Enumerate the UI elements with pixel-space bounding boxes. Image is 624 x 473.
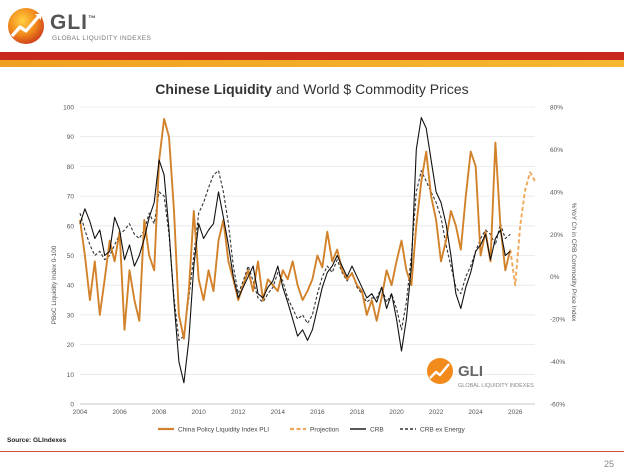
header: GLI™ GLOBAL LIQUIDITY INDEXES	[0, 0, 624, 52]
right-axis-label: %YoY Ch in CRB Commodity Price Index	[570, 203, 577, 323]
right-tick-label: -60%	[550, 402, 565, 409]
left-axis-label: PBoC Liquidity Index 0-100	[51, 245, 58, 324]
x-tick-label: 2014	[271, 409, 286, 416]
legend-label: China Policy Liquidity Index PLI	[178, 427, 269, 434]
watermark-logo: GLI GLOBAL LIQUIDITY INDEXES	[427, 358, 534, 389]
x-axis-ticks: 2004 2006 2008 2010 2012 2014 2016 2018 2020 2022…	[73, 409, 523, 416]
legend: China Policy Liquidity Index PLI Projecti…	[158, 427, 466, 434]
left-tick-label: 80	[67, 164, 75, 171]
left-tick-label: 40	[67, 283, 75, 290]
x-tick-label: 2010	[191, 409, 206, 416]
legend-label: Projection	[310, 427, 339, 434]
series-line-crb	[79, 117, 511, 384]
right-tick-label: 40%	[550, 189, 563, 196]
legend-label: CRB	[370, 427, 384, 434]
left-tick-label: 20	[67, 342, 75, 349]
brand-name: GLI™	[50, 11, 97, 34]
left-tick-label: 50	[67, 253, 75, 260]
chart-title: Chinese Liquidity and World $ Commodity P…	[155, 81, 468, 97]
chart: Chinese Liquidity and World $ Commodity P…	[51, 81, 577, 434]
left-tick-label: 70	[67, 194, 75, 201]
x-tick-label: 2026	[508, 409, 523, 416]
x-tick-label: 2016	[310, 409, 325, 416]
series-line-china-policy-liquidity-index-pli	[79, 117, 512, 340]
series-line-projection	[509, 171, 536, 287]
watermark-brand-subtitle: GLOBAL LIQUIDITY INDEXES	[458, 383, 534, 389]
watermark-brand-name: GLI	[458, 363, 483, 380]
left-tick-label: 10	[67, 372, 75, 379]
x-tick-label: 2020	[389, 409, 404, 416]
header-orange-bar	[0, 60, 624, 67]
series-group	[79, 117, 536, 384]
brand-subtitle: GLOBAL LIQUIDITY INDEXES	[52, 35, 152, 42]
footer-rule	[0, 451, 624, 452]
header-red-bar	[0, 52, 624, 60]
right-tick-label: 0%	[550, 274, 560, 281]
left-tick-label: 90	[67, 134, 75, 141]
right-tick-label: -20%	[550, 317, 565, 324]
x-tick-label: 2018	[350, 409, 365, 416]
source-note: Source: GLIndexes	[7, 437, 67, 444]
x-tick-label: 2022	[429, 409, 444, 416]
chart-title-bold: Chinese Liquidity	[155, 81, 272, 97]
page-number: 25	[603, 459, 614, 469]
grid	[80, 106, 535, 405]
right-tick-label: 80%	[550, 105, 563, 112]
x-tick-label: 2006	[112, 409, 127, 416]
left-tick-label: 60	[67, 223, 75, 230]
left-tick-label: 100	[63, 105, 74, 112]
right-axis-ticks: -60% -40% -20% 0% 20% 40% 60% 80%	[550, 105, 565, 409]
right-tick-label: 20%	[550, 232, 563, 239]
gli-logo-icon	[8, 8, 44, 44]
series-line-crb-ex-energy	[79, 170, 511, 341]
right-tick-label: 60%	[550, 147, 563, 154]
left-axis-ticks: 0 10 20 30 40 50 60 70 80 90 100	[63, 105, 74, 409]
chart-title-rest: and World $ Commodity Prices	[276, 81, 469, 97]
right-tick-label: -40%	[550, 359, 565, 366]
x-tick-label: 2008	[152, 409, 167, 416]
x-tick-label: 2004	[73, 409, 88, 416]
left-tick-label: 0	[70, 402, 74, 409]
x-tick-label: 2024	[468, 409, 483, 416]
left-tick-label: 30	[67, 312, 75, 319]
legend-label: CRB ex Energy	[420, 427, 466, 434]
x-tick-label: 2012	[231, 409, 246, 416]
